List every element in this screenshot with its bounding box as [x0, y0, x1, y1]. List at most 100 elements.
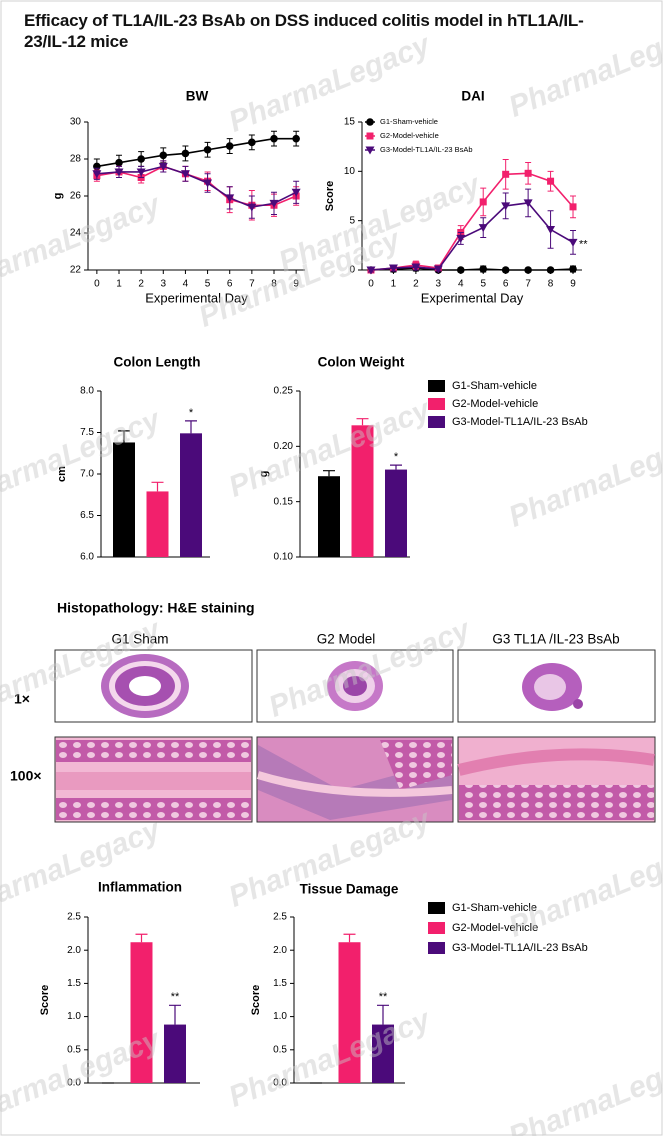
x-tick-label: 1	[391, 279, 397, 290]
marker	[137, 155, 145, 163]
marker	[502, 170, 510, 178]
marker	[456, 266, 465, 274]
x-tick-label: 1	[116, 279, 122, 290]
y-tick-label: 1.5	[67, 978, 81, 989]
legend-label: G3-Model-TL1A/IL-23 BsAb	[452, 416, 588, 428]
y-axis-label: cm	[56, 466, 68, 482]
marker	[292, 134, 300, 143]
y-tick-label: 8.0	[80, 386, 94, 397]
series-line	[96, 137, 297, 168]
legend-label: G2-Model-vehicle	[380, 131, 439, 140]
marker	[270, 134, 278, 143]
section-title: Histopathology: H&E staining	[57, 600, 255, 616]
marker	[115, 158, 123, 167]
y-tick-label: 7.5	[80, 427, 94, 438]
marker	[180, 170, 190, 179]
x-tick-label: 7	[249, 279, 255, 290]
marker	[247, 203, 257, 212]
marker	[136, 168, 146, 177]
y-tick-label: 0.20	[274, 441, 294, 452]
marker	[568, 238, 578, 247]
y-axis-label: Score	[250, 985, 262, 1016]
y-tick-label: 0.10	[274, 552, 294, 563]
micrograph	[256, 736, 454, 823]
error-bar	[169, 1004, 181, 1025]
legend-label: G3-Model-TL1A/IL-23 BsAb	[380, 145, 473, 154]
micrograph	[256, 649, 454, 723]
significance: *	[189, 407, 194, 419]
y-tick-label: 6.0	[80, 552, 94, 563]
legend-label: G2-Model-vehicle	[452, 398, 538, 410]
marker	[456, 234, 466, 243]
error-bar	[390, 464, 402, 470]
marker	[547, 177, 555, 185]
y-tick-label: 30	[70, 117, 82, 128]
marker	[114, 168, 124, 177]
marker	[478, 224, 488, 233]
y-axis-label: Score	[39, 985, 51, 1016]
legend-swatch	[428, 902, 445, 914]
y-tick-label: 6.5	[80, 510, 94, 521]
x-tick-label: 6	[503, 279, 509, 290]
chart-title: Tissue Damage	[300, 882, 399, 897]
y-tick-label: 2.0	[273, 945, 287, 956]
bar	[351, 425, 374, 557]
y-tick-label: 2.5	[273, 912, 287, 923]
x-tick-label: 8	[548, 279, 554, 290]
x-tick-label: 5	[205, 279, 211, 290]
watermark: PharmaLegacy	[0, 403, 166, 514]
x-tick-label: 8	[271, 279, 277, 290]
marker	[501, 202, 511, 211]
watermark: PharmaLegacy	[504, 13, 663, 124]
marker	[248, 138, 256, 147]
error-bar	[135, 933, 148, 943]
legend-marker	[365, 146, 375, 155]
marker	[158, 162, 168, 171]
legend-swatch	[428, 942, 445, 954]
chart-title: DAI	[461, 89, 484, 104]
marker	[523, 199, 533, 208]
micrograph	[457, 649, 656, 723]
watermark: PharmaLegacy	[504, 833, 663, 944]
watermark: PharmaLegacy	[0, 813, 166, 924]
page-title: Efficacy of TL1A/IL-23 BsAb on DSS induc…	[24, 11, 584, 51]
marker	[546, 266, 555, 274]
series-line	[96, 165, 297, 208]
legend-swatch	[428, 416, 445, 428]
legend-label: G1-Sham-vehicle	[452, 902, 537, 914]
error-bar	[356, 418, 369, 426]
error-bar	[377, 1004, 389, 1025]
series-line	[370, 172, 574, 271]
y-tick-label: 28	[70, 154, 82, 165]
row-label: 1×	[14, 691, 30, 707]
marker	[411, 263, 421, 272]
bar	[180, 433, 202, 557]
y-tick-label: 0	[349, 265, 355, 276]
marker	[92, 170, 102, 179]
y-tick-label: 10	[344, 166, 356, 177]
significance: *	[394, 451, 399, 463]
micrograph	[457, 736, 656, 823]
marker	[433, 265, 443, 274]
error-bar	[151, 481, 164, 492]
y-tick-label: 1.0	[273, 1011, 287, 1022]
y-tick-label: 22	[70, 265, 82, 276]
legend-label: G2-Model-vehicle	[452, 922, 538, 934]
marker	[203, 179, 213, 188]
y-tick-label: 0.0	[67, 1078, 81, 1089]
x-axis-label: Experimental Day	[421, 290, 524, 305]
marker	[159, 151, 168, 160]
marker	[569, 265, 577, 273]
marker	[203, 145, 212, 154]
chart-title: Inflammation	[98, 880, 182, 895]
significance: **	[579, 238, 588, 250]
marker	[524, 169, 532, 177]
y-tick-label: 2.0	[67, 945, 81, 956]
legend-marker	[366, 118, 374, 126]
x-tick-label: 9	[570, 279, 576, 290]
significance: **	[171, 991, 180, 1003]
y-tick-label: 0.15	[274, 496, 294, 507]
y-tick-label: 0.25	[274, 386, 294, 397]
